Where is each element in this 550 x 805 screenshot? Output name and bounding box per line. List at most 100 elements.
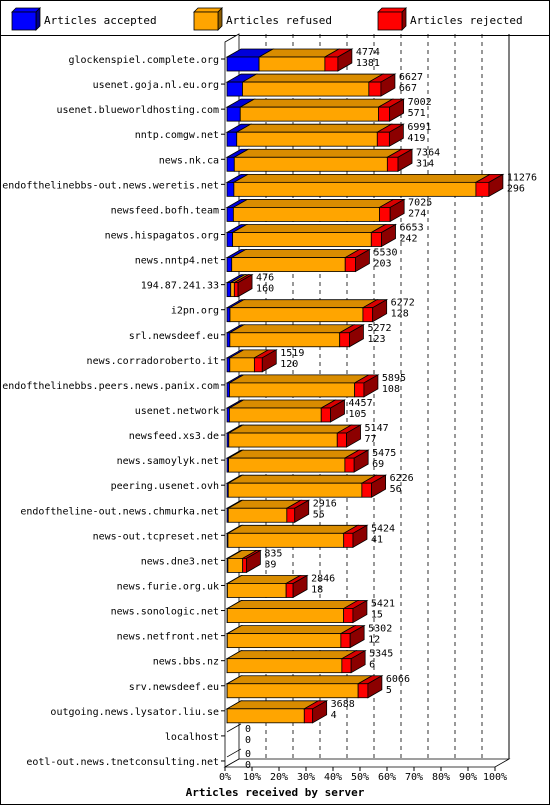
data-label-accepted: 0: [245, 760, 251, 771]
data-label-accepted: 108: [382, 384, 400, 395]
data-label-accepted: 41: [371, 534, 383, 545]
bar-rejected: [370, 232, 382, 247]
bar-refused: [226, 683, 359, 699]
bar-rejected: [242, 558, 247, 573]
bar-rejected: [339, 332, 350, 348]
data-label-accepted: 4: [331, 710, 337, 721]
bar-side: [389, 198, 405, 223]
data-label-total: 6627: [399, 72, 423, 83]
data-label-accepted: 0: [245, 735, 251, 746]
x-tick-label: 40%: [324, 772, 342, 783]
y-tick-label: news.furie.org.uk: [117, 581, 219, 592]
x-tick-label: 50%: [351, 772, 369, 783]
data-label-total: 5530: [373, 248, 397, 259]
x-tick-label: 100%: [483, 772, 507, 783]
bar-refused: [227, 558, 244, 573]
data-label-accepted: 667: [399, 83, 417, 94]
y-tick-label: glockenspiel.complete.org: [68, 55, 219, 66]
y-tick-label: usenet.goja.nl.eu.org: [93, 80, 219, 91]
bar-refused: [226, 633, 342, 649]
data-label-total: 5895: [382, 373, 406, 384]
data-label-accepted: 120: [280, 359, 298, 370]
y-tick-label: usenet.network: [135, 406, 219, 417]
bar-refused: [226, 658, 343, 674]
data-label-total: 6991: [407, 122, 431, 133]
bar-side: [380, 73, 396, 97]
data-label-accepted: 314: [416, 158, 434, 169]
data-label-total: 2846: [311, 573, 335, 584]
data-label-total: 5475: [372, 448, 396, 459]
bar-refused-top: [232, 148, 403, 158]
bar-rejected: [361, 482, 373, 498]
x-tick-label: 0%: [219, 772, 231, 783]
legend-swatch-side: [217, 7, 223, 31]
bar-side: [292, 574, 308, 599]
bar-side: [371, 474, 387, 498]
legend-label-rejected: Articles rejected: [410, 14, 523, 27]
bar-side: [353, 449, 369, 473]
legend-swatch-top: [377, 7, 407, 13]
bar-refused-top: [227, 399, 337, 409]
bar-refused-top: [227, 449, 361, 459]
bar-refused: [229, 357, 255, 373]
bar-refused: [227, 583, 287, 598]
legend-label-accepted: Articles accepted: [44, 14, 157, 27]
x-tick-label: 80%: [432, 772, 450, 783]
bar-refused: [231, 257, 346, 272]
bar-rejected: [303, 708, 314, 724]
bar-side: [352, 599, 368, 624]
data-label-accepted: 69: [372, 459, 384, 470]
bar-rejected: [320, 407, 331, 423]
bar-refused: [232, 207, 380, 222]
y-tick-label: usenet.blueworldhosting.com: [56, 105, 219, 116]
x-tick-label: 30%: [297, 772, 315, 783]
bar-side: [312, 700, 328, 724]
bar-rejected: [336, 432, 347, 448]
bar-refused-top: [225, 625, 357, 635]
bar-refused: [227, 482, 363, 498]
data-label-total: 5302: [368, 624, 392, 635]
bar-accepted: [226, 307, 231, 323]
bar-refused-top: [225, 700, 320, 710]
data-label-accepted: 203: [373, 259, 391, 270]
y-tick-label: i2pn.org: [171, 306, 219, 317]
bar-rejected: [378, 106, 391, 122]
y-tick-label: srv.newsdeef.eu: [129, 682, 219, 693]
data-label-accepted: 105: [349, 409, 367, 420]
data-label-total: 0: [245, 724, 251, 735]
bar-rejected: [253, 357, 263, 373]
y-tick-label: peering.usenet.ovh: [111, 481, 219, 492]
y-tick-label: endofthelinebbs.peers.news.panix.com: [2, 381, 219, 392]
bar-refused: [230, 282, 235, 298]
bar-side: [294, 499, 310, 523]
data-label-total: 1519: [280, 348, 304, 359]
bar-rejected: [340, 633, 351, 649]
bar-rejected: [344, 457, 355, 473]
bar-rejected: [376, 131, 390, 147]
bar-refused-top: [226, 474, 378, 484]
data-label-accepted: 419: [407, 133, 425, 144]
bar-side: [245, 549, 261, 574]
bar-rejected: [475, 181, 490, 197]
data-label-accepted: 128: [391, 309, 409, 320]
x-tick-label: 60%: [378, 772, 396, 783]
data-label-accepted: 1381: [356, 58, 380, 69]
data-label-total: 3688: [331, 699, 355, 710]
data-label-accepted: 77: [365, 434, 377, 445]
bar-side: [488, 173, 504, 198]
data-label-total: 4457: [349, 398, 373, 409]
data-label-total: 476: [256, 273, 274, 284]
data-label-accepted: 15: [371, 610, 383, 621]
bar-side: [261, 349, 277, 373]
bar-side: [346, 424, 361, 448]
legend-swatch-refused: [193, 11, 219, 31]
floor: [223, 758, 511, 768]
data-label-accepted: 12: [368, 635, 380, 646]
bar-refused-top: [225, 650, 358, 660]
bar-accepted: [226, 81, 243, 97]
data-label-total: 5424: [371, 523, 395, 534]
bar-rejected: [286, 507, 296, 523]
data-label-total: 0: [245, 749, 251, 760]
bar-empty: [226, 748, 242, 758]
data-label-total: 6272: [391, 298, 415, 309]
